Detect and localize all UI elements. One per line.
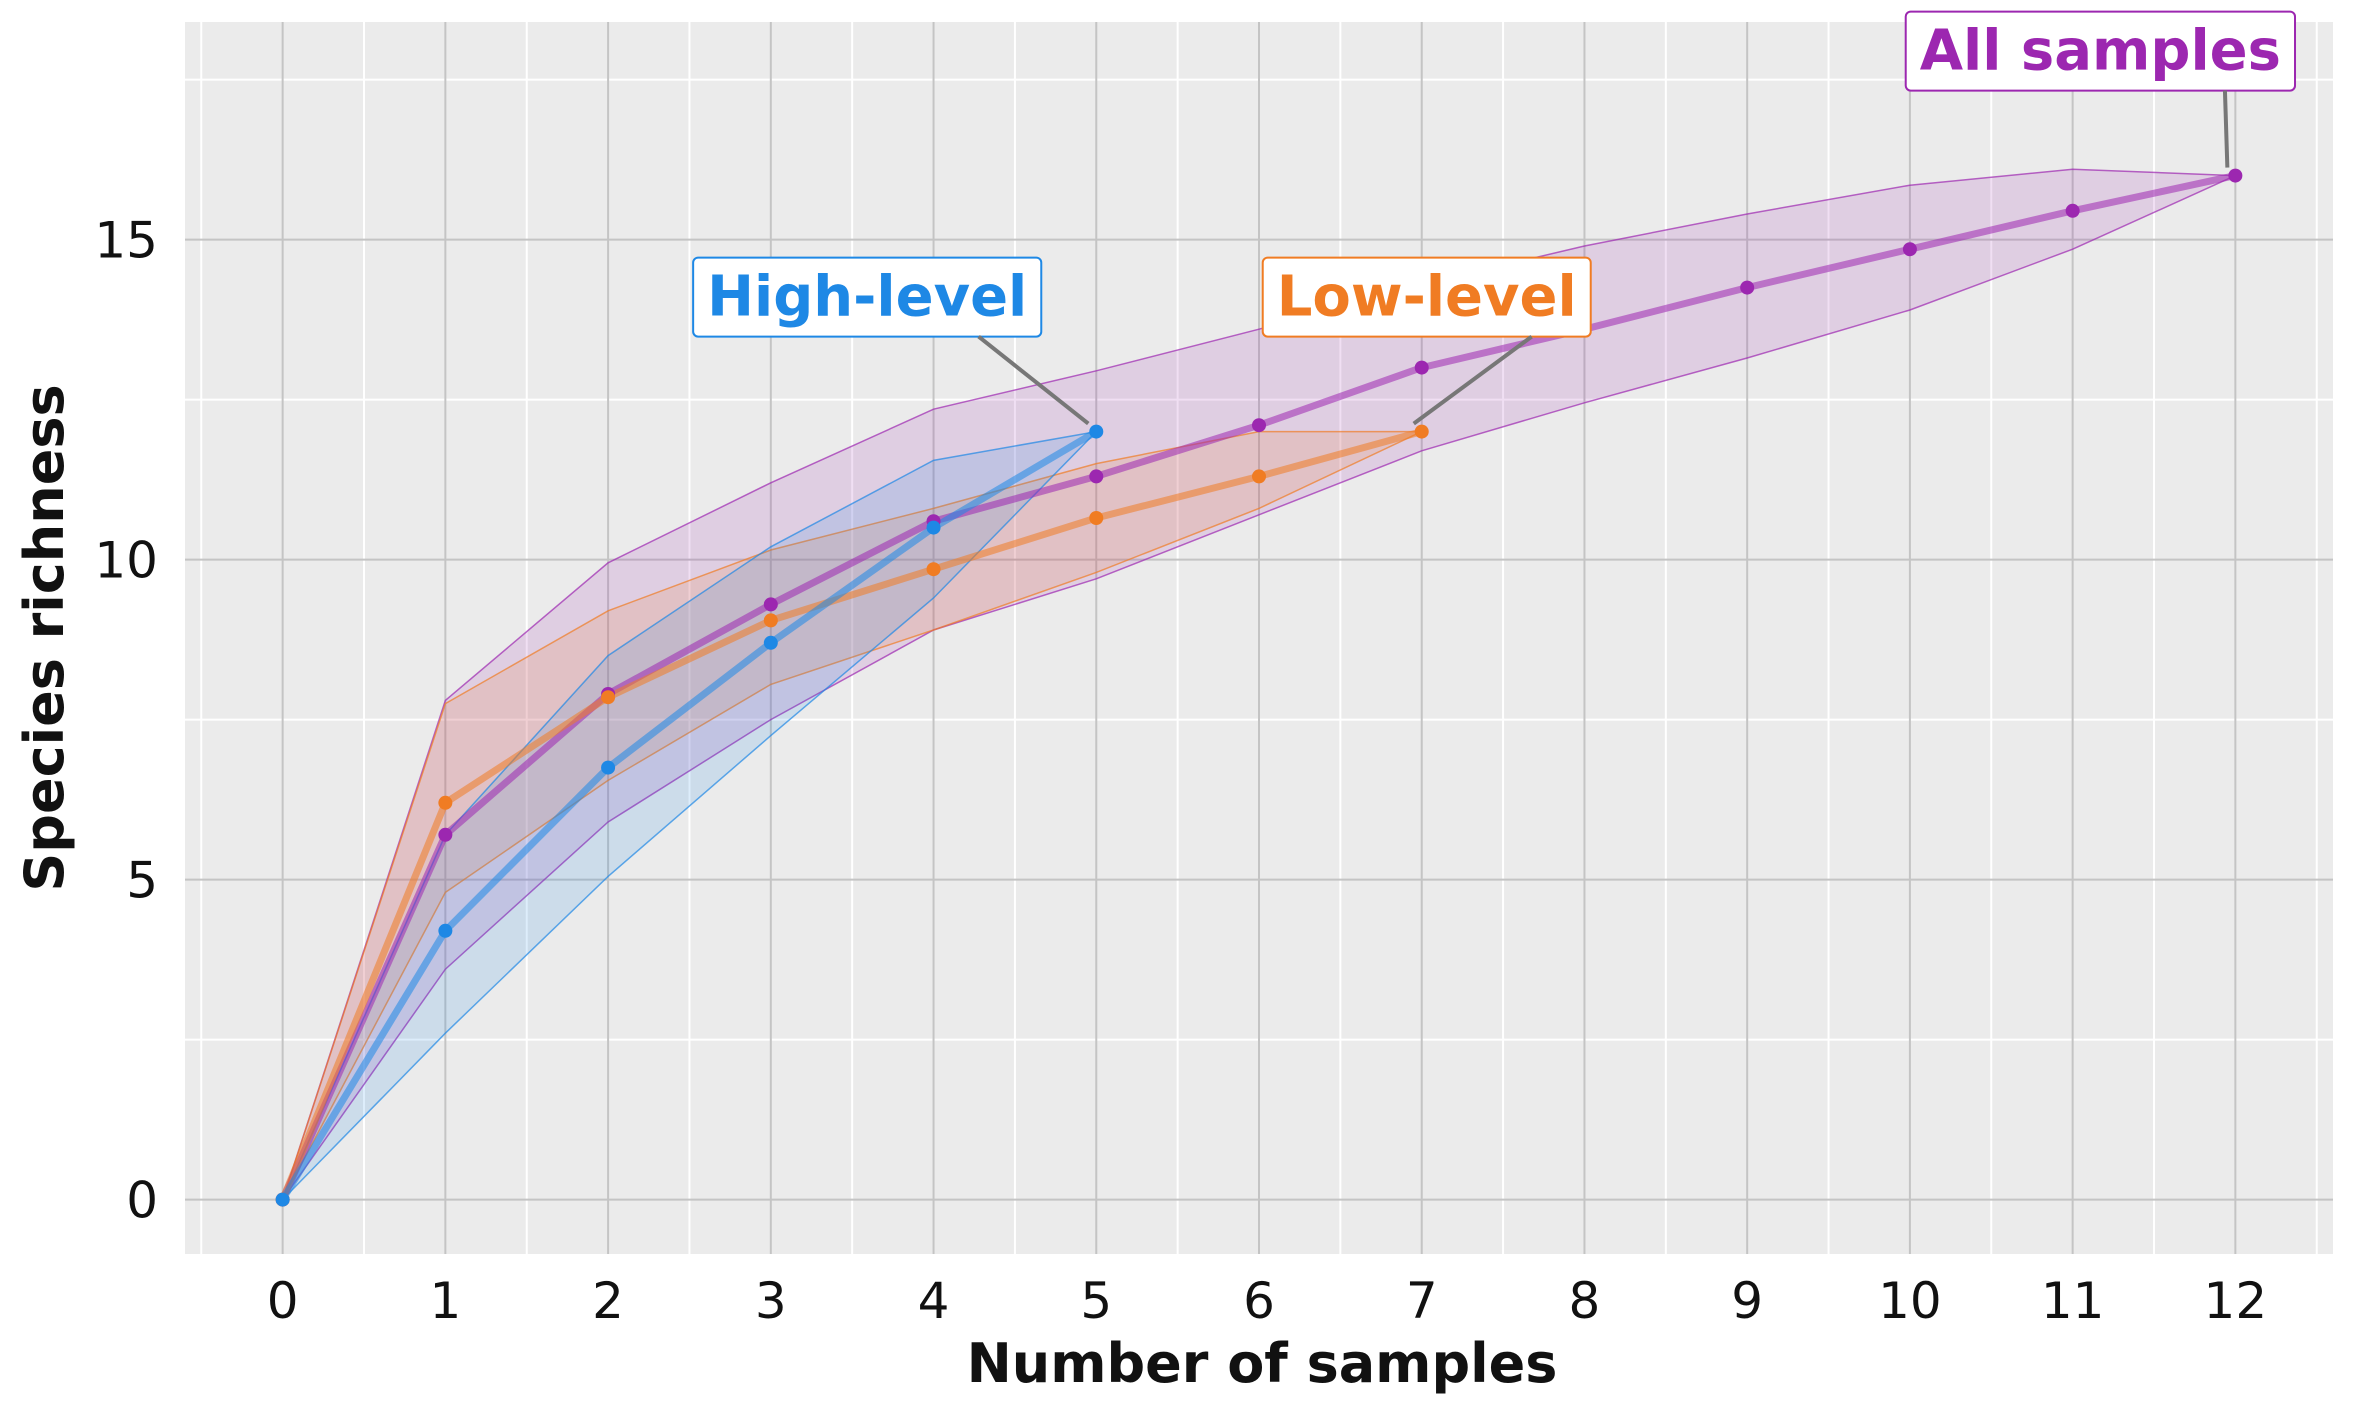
x-tick-label: 10 xyxy=(1878,1272,1942,1330)
all-samples-point xyxy=(438,827,453,842)
x-tick-label: 9 xyxy=(1731,1272,1763,1330)
all-samples-point xyxy=(1902,242,1917,257)
high-level-point xyxy=(438,923,453,938)
low-level-callout: Low-level xyxy=(1261,256,1592,426)
x-tick-label: 1 xyxy=(429,1272,461,1330)
low-level-point xyxy=(763,613,778,628)
x-tick-label: 6 xyxy=(1243,1272,1275,1330)
low-level-callout-box xyxy=(1261,256,1592,338)
all-samples-callout-label: All samples xyxy=(1920,19,2281,84)
y-tick-label: 0 xyxy=(126,1172,158,1230)
all-samples-callout-box xyxy=(1904,10,2297,92)
x-tick-label: 3 xyxy=(755,1272,787,1330)
x-tick-label: 12 xyxy=(2204,1272,2268,1330)
high-level-point xyxy=(601,760,616,775)
series-callouts: High-level Low-level All samples xyxy=(692,10,2297,426)
low-level-callout-leader xyxy=(1412,334,1533,426)
all-samples-point xyxy=(1252,418,1266,433)
x-tick-label: 11 xyxy=(2041,1272,2105,1330)
y-tick-label: 5 xyxy=(126,852,158,910)
low-level-point xyxy=(438,795,453,810)
low-level-point xyxy=(601,690,616,705)
high-level-point xyxy=(926,520,941,535)
high-level-point xyxy=(763,635,778,650)
low-level-line xyxy=(279,428,1426,1204)
low-level-point xyxy=(1252,469,1266,484)
all-samples-callout: All samples xyxy=(1904,10,2297,168)
high-level-callout-leader xyxy=(977,335,1090,426)
x-axis-label: Number of samples xyxy=(967,1332,1558,1395)
y-tick-labels: 0 5 10 15 xyxy=(94,212,158,1230)
all-samples-point xyxy=(763,597,778,612)
x-tick-label: 0 xyxy=(267,1272,299,1330)
high-level-callout-label: High-level xyxy=(707,265,1027,330)
low-level-point xyxy=(926,562,941,577)
all-samples-point xyxy=(1414,360,1429,375)
y-axis-label: Species richness xyxy=(13,384,76,891)
x-tick-labels: 0 1 2 3 4 5 6 7 8 9 10 11 12 xyxy=(267,1272,2267,1330)
x-tick-label: 2 xyxy=(592,1272,624,1330)
high-level-line xyxy=(279,428,1100,1204)
low-level-point xyxy=(1414,424,1429,439)
y-tick-label: 10 xyxy=(94,532,158,590)
high-level-callout: High-level xyxy=(692,256,1090,426)
x-tick-label: 5 xyxy=(1080,1272,1112,1330)
high-level-callout-box xyxy=(692,256,1043,338)
x-tick-label: 7 xyxy=(1406,1272,1438,1330)
all-samples-callout-leader xyxy=(2222,90,2230,168)
high-level-point xyxy=(1089,424,1104,439)
all-samples-point xyxy=(2228,168,2243,183)
all-samples-point xyxy=(1740,280,1755,295)
all-samples-point xyxy=(1089,469,1104,484)
low-level-point xyxy=(1089,511,1104,525)
low-level-callout-label: Low-level xyxy=(1277,265,1577,330)
y-tick-label: 15 xyxy=(94,212,158,270)
high-level-point xyxy=(275,1192,290,1207)
all-samples-point xyxy=(2065,203,2080,218)
x-tick-label: 4 xyxy=(918,1272,950,1330)
x-tick-label: 8 xyxy=(1569,1272,1601,1330)
